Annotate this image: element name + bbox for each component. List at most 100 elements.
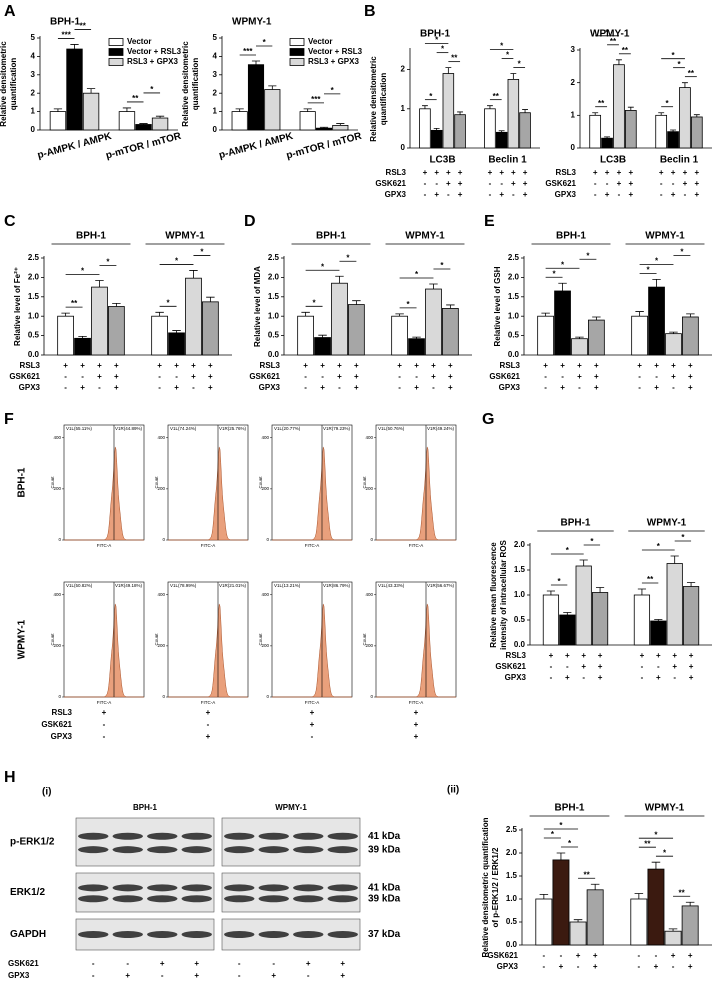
condition-sign: + (102, 708, 107, 717)
y-tick-label: 1.0 (268, 311, 280, 320)
gate-left-label: V1L(74.24%) (170, 426, 197, 431)
band (224, 895, 255, 903)
y-tick-label: 2 (31, 88, 36, 97)
band (147, 884, 178, 892)
condition-sign: + (549, 651, 554, 660)
bar (655, 114, 668, 149)
legend-label: Vector (127, 37, 151, 46)
band (181, 931, 212, 938)
condition-sign: - (672, 962, 675, 971)
condition-sign: - (638, 962, 641, 971)
bar (331, 282, 348, 356)
condition-sign: - (594, 190, 597, 199)
condition-sign: + (208, 372, 213, 381)
condition-sign: + (581, 662, 586, 671)
error-bar (155, 115, 165, 119)
bar (552, 859, 570, 946)
condition-sign: + (628, 168, 633, 177)
significance-label: * (106, 258, 110, 267)
error-bar (635, 311, 644, 317)
bar (442, 73, 455, 149)
condition-sign: - (398, 383, 401, 392)
bar (348, 304, 365, 356)
condition-sign: + (694, 168, 699, 177)
y-tick-label: 4 (213, 52, 218, 61)
condition-sign: + (543, 361, 548, 370)
significance-label: * (407, 300, 411, 309)
histogram (376, 446, 456, 541)
condition-sign: - (489, 179, 492, 188)
bar (586, 889, 604, 946)
condition-sign: + (671, 951, 676, 960)
condition-sign: - (304, 383, 307, 392)
significance-label: * (551, 830, 555, 839)
y-axis-label: Relative densitometric (0, 41, 8, 127)
condition-sign: + (303, 361, 308, 370)
significance-label: * (561, 260, 565, 269)
x-axis-label: FITC-A (409, 700, 424, 705)
significance-label: * (321, 262, 325, 271)
x-tick-label: p-mTOR / mTOR (285, 131, 363, 162)
sub-label: (i) (42, 787, 51, 798)
condition-sign: + (688, 962, 693, 971)
condition-sign: + (174, 361, 179, 370)
condition-sign: - (175, 372, 178, 381)
error-bar (412, 336, 421, 339)
bar (484, 108, 496, 149)
histogram-frame (271, 581, 353, 698)
blot (221, 872, 361, 913)
condition-sign: + (446, 168, 451, 177)
chart-title: WPMY-1 (232, 17, 272, 28)
condition-sign: - (238, 971, 241, 980)
y-tick-label: 0.0 (268, 350, 280, 359)
bar (507, 79, 520, 149)
bar (185, 277, 202, 356)
condition-label: RSL3 (500, 361, 521, 370)
significance-label: * (415, 270, 419, 279)
error-bar (301, 311, 310, 317)
band (78, 846, 109, 854)
band (293, 832, 324, 840)
condition-label: GPX3 (497, 962, 519, 971)
condition-label: GPX3 (385, 190, 407, 199)
band (293, 931, 324, 938)
y-tick-label: 200 (261, 643, 269, 648)
gate-left-label: V1L(55.11%) (66, 426, 92, 431)
error-bar (303, 108, 312, 112)
condition-sign: + (523, 179, 528, 188)
histogram (168, 603, 248, 698)
condition-sign: - (561, 372, 564, 381)
bar (647, 868, 665, 946)
condition-label: GSK621 (489, 372, 520, 381)
condition-sign: + (671, 372, 676, 381)
y-tick-label: 1.0 (508, 311, 520, 320)
condition-label: RSL3 (52, 708, 73, 717)
significance-label: ** (132, 94, 139, 103)
error-bar (78, 335, 87, 339)
condition-sign: - (543, 951, 546, 960)
bar (231, 111, 248, 131)
x-axis-label: FITC-A (201, 543, 216, 548)
condition-sign: - (684, 190, 687, 199)
y-axis-label: Relative mean fluorescence (489, 542, 498, 648)
condition-sign: + (431, 361, 436, 370)
y-tick-label: 2 (401, 65, 406, 74)
condition-sign: + (689, 651, 694, 660)
legend-swatch (108, 58, 124, 66)
condition-sign: - (432, 383, 435, 392)
y-tick-label: 5 (31, 33, 36, 42)
row-label: WPMY-1 (17, 619, 28, 659)
bar (454, 114, 466, 149)
y-tick-label: 2.0 (28, 273, 40, 282)
condition-sign: - (660, 190, 663, 199)
condition-sign: + (80, 361, 85, 370)
x-axis-label: FITC-A (97, 700, 112, 705)
chart-title: BPH-1 (50, 17, 80, 28)
x-tick-label: p-AMPK / AMPK (36, 131, 113, 162)
significance-label: * (586, 251, 590, 260)
group-label: WPMY-1 (165, 231, 205, 242)
condition-sign: - (560, 951, 563, 960)
y-tick-label: 400 (261, 435, 269, 440)
band (258, 832, 289, 840)
band (78, 832, 109, 840)
